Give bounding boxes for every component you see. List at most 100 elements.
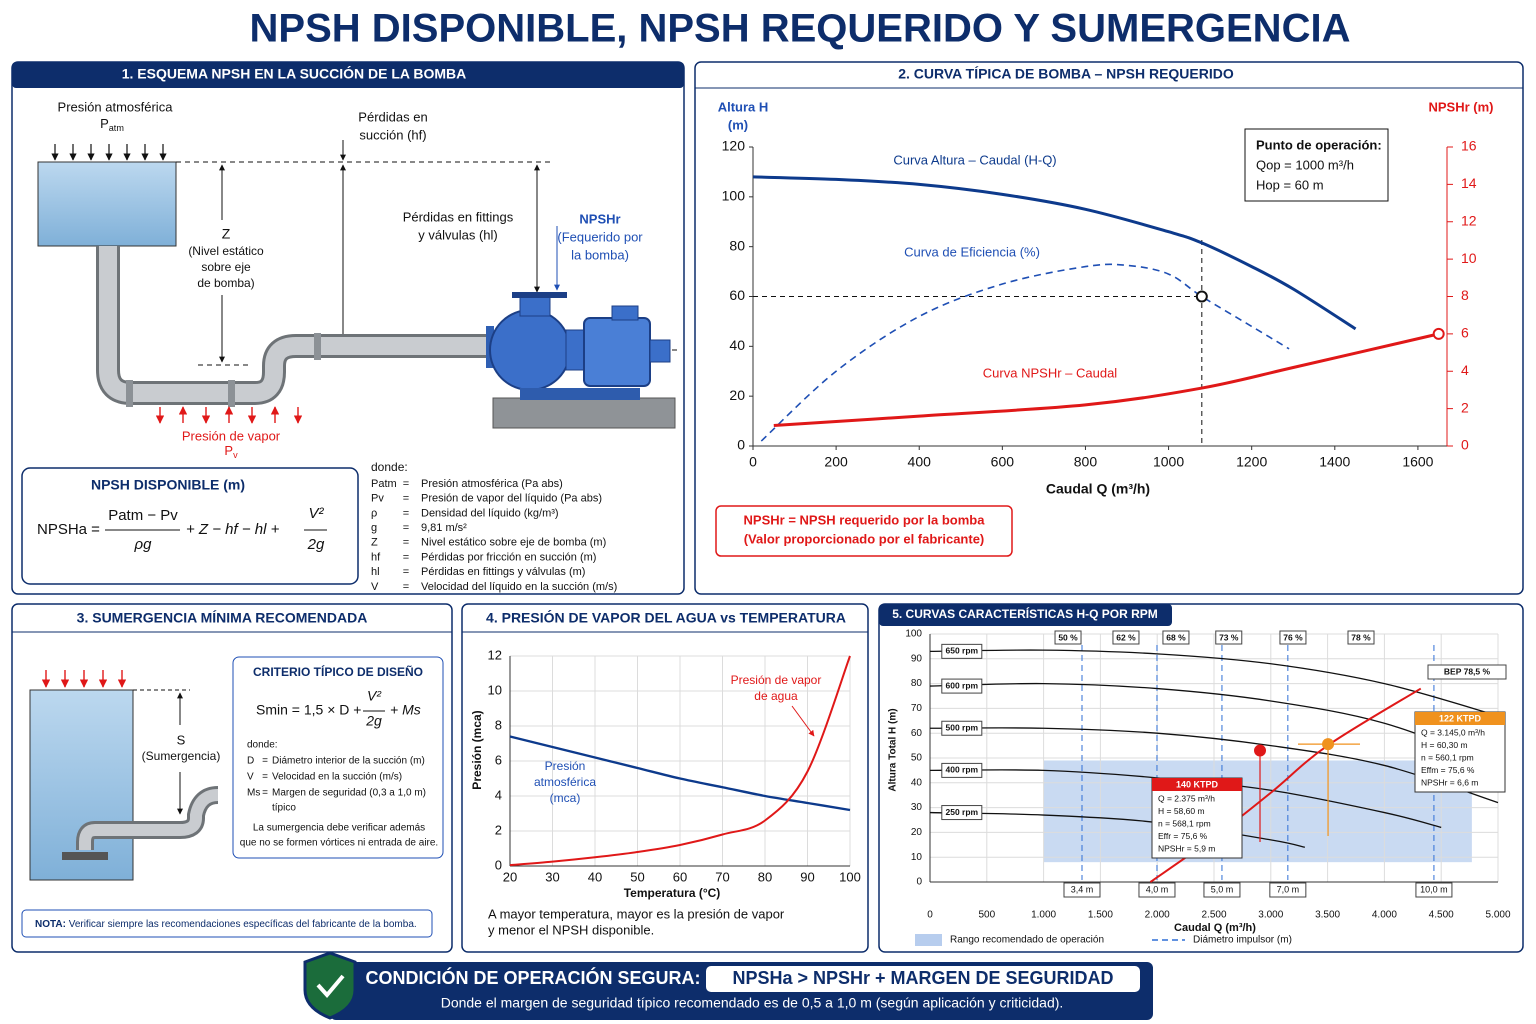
label: de bomba) <box>197 276 254 290</box>
efficiency-tag <box>1347 630 1375 645</box>
symbol: Pv <box>224 443 238 460</box>
label: = <box>403 537 409 549</box>
label: Patm − Pv <box>108 507 178 524</box>
note-text: NPSHr = NPSH requerido por la bomba <box>744 512 986 527</box>
x-tick-label: 70 <box>715 869 729 884</box>
panel-header: 3. SUMERGENCIA MÍNIMA RECOMENDADA <box>77 610 368 626</box>
x-tick-label: 3.500 <box>1315 910 1340 921</box>
y-tick-label: 60 <box>729 287 745 303</box>
point-detail: Effm = 75,6 % <box>1421 765 1475 775</box>
y-tick-label: 0 <box>495 857 502 872</box>
label: Ms <box>247 788 260 799</box>
label: = <box>403 566 409 578</box>
y-tick-label: 80 <box>729 237 745 253</box>
pointer-arrow <box>791 705 815 737</box>
diameter-label: 4,0 m <box>1146 884 1169 894</box>
x-axis-label: Temperatura (°C) <box>624 886 721 900</box>
label: Pérdidas en fittings <box>403 209 514 224</box>
caption: y menor el NPSH disponible. <box>488 922 654 937</box>
diameter-tag <box>1415 882 1453 898</box>
annotation-text: Hop = 60 m <box>1256 177 1324 192</box>
x-tick-label: 1600 <box>1402 454 1433 470</box>
label: succión (hf) <box>359 127 426 142</box>
label: Presión de vapor <box>182 428 281 443</box>
y-tick-label: 2 <box>495 822 502 837</box>
x-tick-label: 40 <box>588 869 602 884</box>
label: Pérdidas por fricción en succión (m) <box>421 551 596 563</box>
label: V² <box>309 505 325 522</box>
page-title: NPSH DISPONIBLE, NPSH REQUERIDO Y SUMERG… <box>250 7 1351 51</box>
annotation-text: Punto de operación: <box>1256 137 1382 152</box>
point-box <box>1414 711 1506 793</box>
caption: A mayor temperatura, mayor es la presión… <box>488 906 785 921</box>
efficiency-tag <box>1112 630 1140 645</box>
label: y válvulas (hl) <box>418 227 497 242</box>
y2-tick-label: 2 <box>1461 399 1469 415</box>
diameter-label: 10,0 m <box>1420 884 1448 894</box>
y-tick-label: 4 <box>495 787 502 802</box>
point-box-header <box>1152 778 1242 791</box>
label: Z <box>371 537 378 549</box>
diameter-tag <box>1269 882 1307 898</box>
efficiency-label: 50 % <box>1058 632 1078 642</box>
operating-point <box>1195 290 1208 303</box>
y2-tick-label: 8 <box>1461 287 1469 303</box>
panel-header: 5. CURVAS CARACTERÍSTICAS H-Q POR RPM <box>892 606 1158 621</box>
x-tick-label: 400 <box>908 454 932 470</box>
x-tick-label: 2.500 <box>1201 910 1226 921</box>
symbol-sub: atm <box>109 123 124 133</box>
diameter-label: 5,0 m <box>1211 884 1234 894</box>
label: 2g <box>307 536 325 553</box>
x-tick-label: 0 <box>749 454 757 470</box>
diameter-tag <box>1203 882 1241 898</box>
footer-note: Donde el margen de seguridad típico reco… <box>441 995 1064 1011</box>
point-detail: H = 60,30 m <box>1421 740 1468 750</box>
bep-label: BEP 78,5 % <box>1444 666 1491 676</box>
panel-header: 1. ESQUEMA NPSH EN LA SUCCIÓN DE LA BOMB… <box>122 65 467 82</box>
label: 2g <box>365 713 382 729</box>
y-tick-label: 0 <box>916 877 922 888</box>
operating-point <box>1254 744 1267 757</box>
note-box <box>715 505 1013 557</box>
label: donde: <box>371 460 408 474</box>
label: = <box>262 788 268 799</box>
y2-tick-label: 0 <box>1461 437 1469 453</box>
x-tick-label: 50 <box>630 869 644 884</box>
point-detail: Effr = 75,6 % <box>1158 831 1208 841</box>
y-tick-label: 30 <box>911 802 923 813</box>
y2-tick-label: 12 <box>1461 212 1477 228</box>
efficiency-label: 68 % <box>1166 632 1186 642</box>
label: V² <box>367 688 382 704</box>
label: 9,81 m/s² <box>421 522 467 534</box>
label: Smin = 1,5 × D + <box>256 702 361 718</box>
x-tick-label: 500 <box>978 910 995 921</box>
x-tick-label: 1.000 <box>1031 910 1056 921</box>
label: V <box>371 581 379 593</box>
series-line <box>929 682 1499 767</box>
y2-tick-label: 4 <box>1461 362 1469 378</box>
series-label: Presión de vapor de agua <box>731 673 822 703</box>
rpm-tag <box>941 805 983 821</box>
operating-point <box>1322 738 1335 751</box>
label: = <box>403 507 409 519</box>
point-detail: n = 568,1 rpm <box>1158 818 1211 828</box>
legend-label: Diámetro impulsor (m) <box>1193 935 1292 946</box>
y2-axis-label: NPSHr (m) <box>1428 99 1493 114</box>
label: = <box>403 522 409 534</box>
symbol-base: P <box>100 116 109 131</box>
efficiency-label: 62 % <box>1116 632 1136 642</box>
series-line <box>929 727 1499 804</box>
note-text: (Valor proporcionado por el fabricante) <box>744 531 985 546</box>
label: (Fequerido por <box>557 229 643 244</box>
efficiency-tag <box>1215 630 1243 645</box>
annotation-box <box>1244 128 1389 202</box>
bep-tag <box>1427 664 1507 680</box>
label: Presión atmosférica (Pa abs) <box>421 478 563 490</box>
x-axis-label: Caudal Q (m³/h) <box>1046 481 1150 497</box>
label: = <box>262 756 268 767</box>
point-detail: Q = 2.375 m³/h <box>1158 793 1215 803</box>
y-tick-label: 100 <box>905 629 922 640</box>
point-detail: NPSHr = 6,6 m <box>1421 777 1478 787</box>
x-tick-label: 20 <box>503 869 517 884</box>
y-tick-label: 40 <box>729 337 745 353</box>
